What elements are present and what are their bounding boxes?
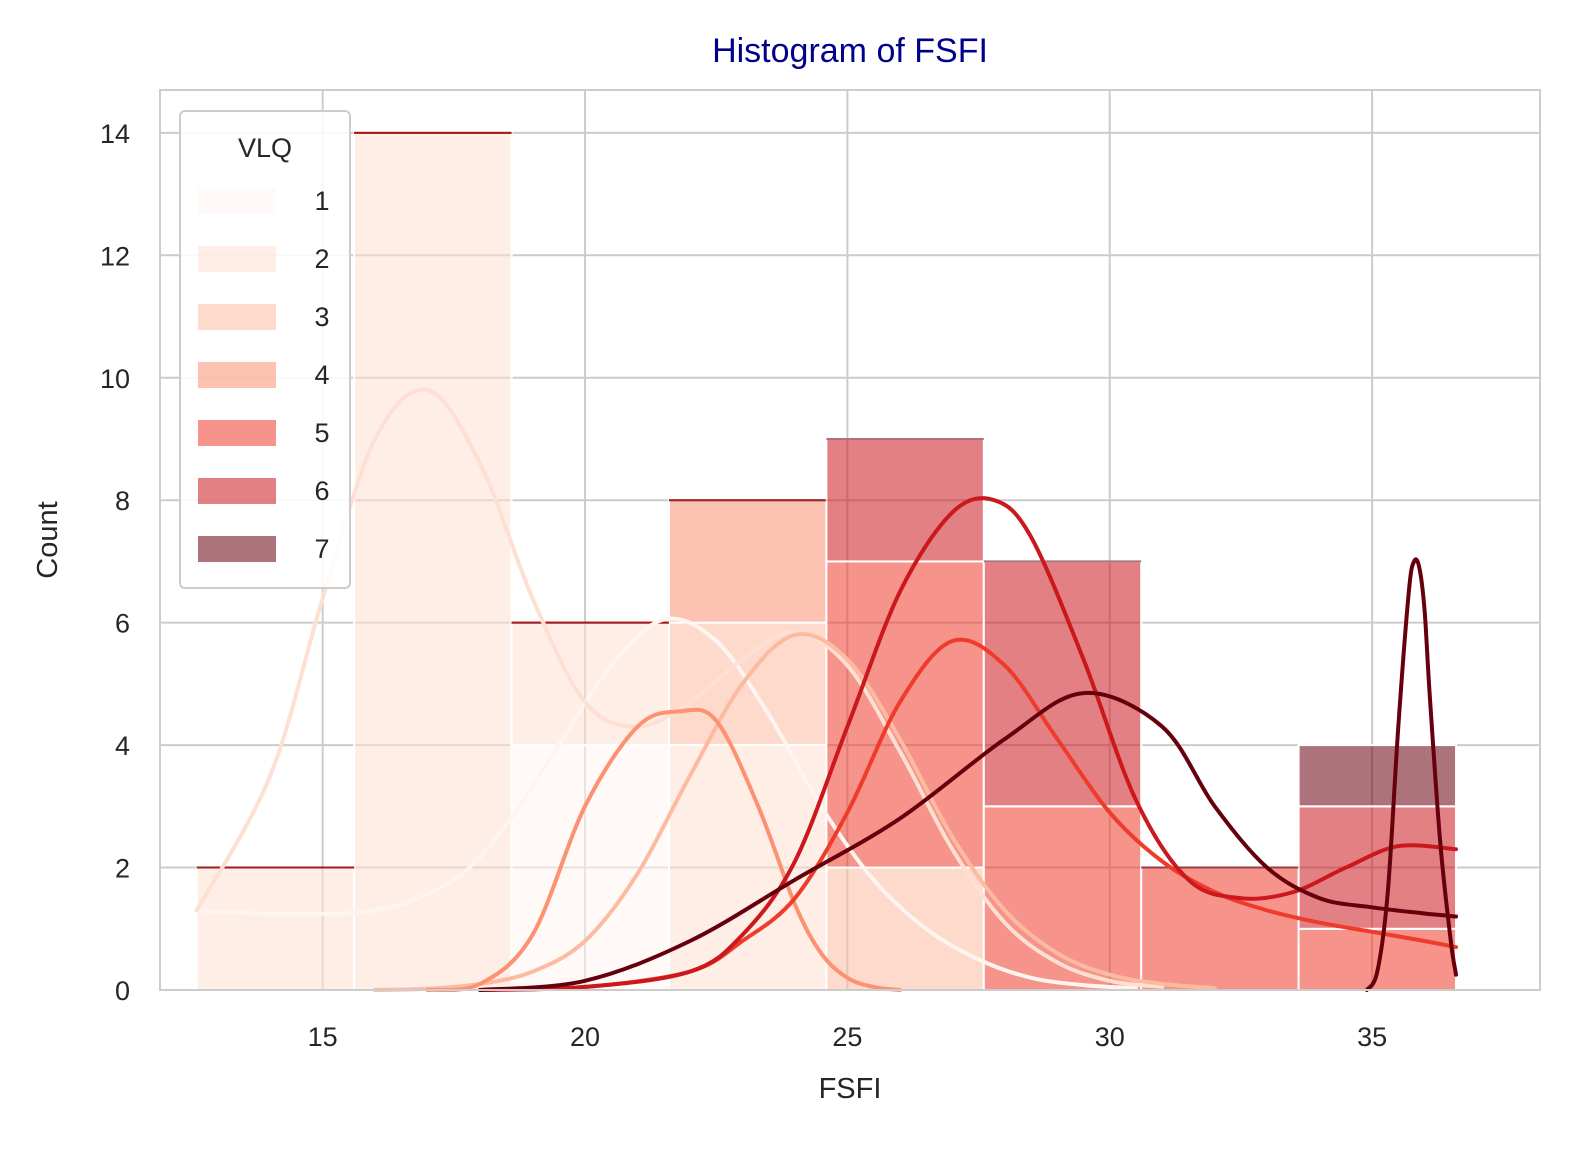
kde-curve-vlq-7 (478, 691, 1458, 992)
kde-curve-vlq-6 (478, 496, 1458, 992)
x-axis-label: FSFI (819, 1073, 882, 1105)
bar-vlq-5 (1140, 866, 1300, 992)
x-tick-label: 30 (1095, 1022, 1125, 1052)
legend-swatch-vlq-7 (198, 536, 276, 562)
bar-vlq-6 (825, 437, 985, 563)
legend-label-vlq-1: 1 (314, 186, 329, 216)
legend-label-vlq-7: 7 (314, 534, 329, 564)
bar-vlq-2 (195, 866, 356, 992)
kde-curve-vlq-3 (373, 632, 1217, 992)
kde-curve-peak-0 (1364, 557, 1458, 992)
y-tick-label: 2 (115, 854, 130, 884)
y-tick-label: 0 (115, 976, 130, 1006)
y-tick-labels: 0 2 4 6 8 10 12 14 (100, 119, 130, 1006)
legend-items: 1 2 3 4 5 6 7 (198, 186, 330, 564)
kde-curve-vlq-1 (194, 616, 1138, 991)
y-tick-label: 4 (115, 731, 130, 761)
bar-vlq-3 (825, 866, 985, 992)
x-tick-label: 25 (832, 1022, 862, 1052)
bar-vlq-5 (1297, 927, 1458, 992)
y-tick-label: 8 (115, 486, 130, 516)
x-tick-label: 20 (570, 1022, 600, 1052)
legend-title: VLQ (238, 133, 292, 163)
legend-swatch-vlq-6 (198, 478, 276, 504)
legend-label-vlq-3: 3 (314, 302, 329, 332)
kde-curve-vlq-4 (425, 707, 902, 993)
legend-label-vlq-4: 4 (314, 360, 329, 390)
bar-vlq-6 (1297, 805, 1458, 930)
legend-swatch-vlq-4 (198, 362, 276, 388)
x-tick-labels: 15 20 25 30 35 (308, 1022, 1387, 1052)
legend-label-vlq-2: 2 (314, 244, 329, 274)
x-tick-label: 35 (1357, 1022, 1387, 1052)
legend-label-vlq-5: 5 (314, 418, 329, 448)
y-tick-label: 10 (100, 364, 130, 394)
x-tick-label: 15 (308, 1022, 338, 1052)
legend-swatch-vlq-3 (198, 304, 276, 330)
legend-label-vlq-6: 6 (314, 476, 329, 506)
bar-vlq-6 (982, 560, 1143, 808)
plot-frame (159, 89, 1541, 991)
bar-vlq-2 (353, 131, 513, 992)
plot-area (159, 89, 1541, 993)
y-axis-label: Count (32, 501, 64, 578)
bar-vlq-7 (1297, 744, 1458, 808)
legend-frame (179, 110, 351, 589)
legend-swatch-vlq-1 (198, 188, 276, 214)
legend-swatch-vlq-5 (198, 420, 276, 446)
chart-title: Histogram of FSFI (712, 32, 988, 70)
bar-vlq-5 (982, 805, 1143, 991)
y-tick-label: 6 (115, 609, 130, 639)
bar-vlq-4 (667, 499, 828, 624)
legend-swatch-vlq-2 (198, 246, 276, 272)
y-tick-label: 14 (100, 119, 130, 149)
y-tick-label: 12 (100, 241, 130, 271)
legend: VLQ 1 2 3 4 5 6 7 (179, 110, 351, 589)
